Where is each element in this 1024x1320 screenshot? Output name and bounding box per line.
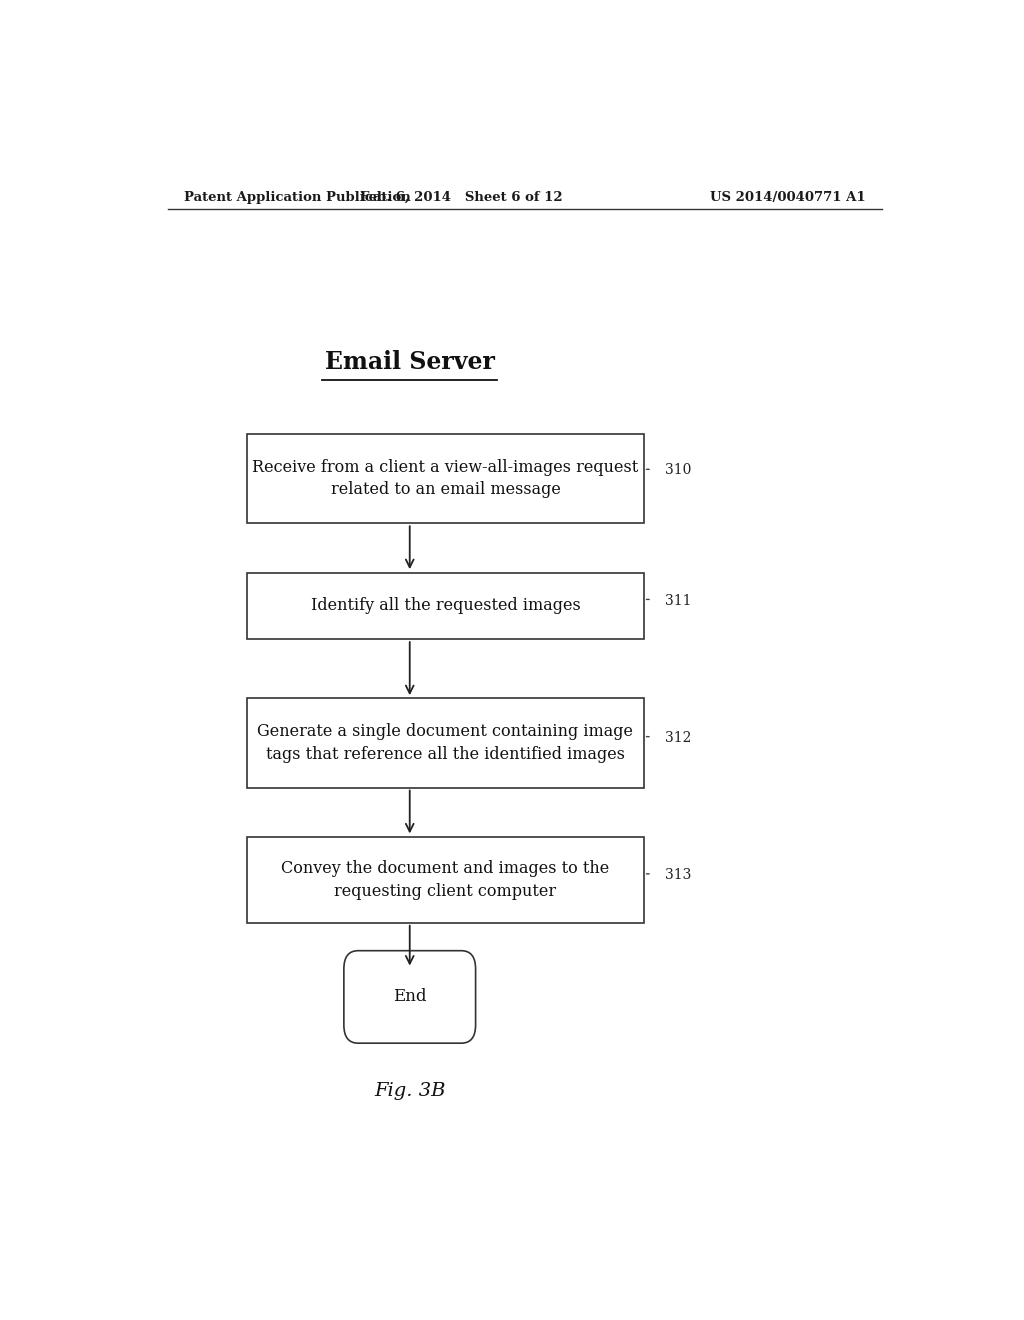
Text: 310: 310	[666, 463, 691, 478]
Text: 313: 313	[666, 869, 691, 882]
FancyBboxPatch shape	[247, 837, 644, 923]
FancyBboxPatch shape	[247, 698, 644, 788]
Text: 311: 311	[666, 594, 692, 607]
Text: Convey the document and images to the
requesting client computer: Convey the document and images to the re…	[282, 861, 609, 900]
Text: Fig. 3B: Fig. 3B	[374, 1082, 445, 1101]
Text: Feb. 6, 2014   Sheet 6 of 12: Feb. 6, 2014 Sheet 6 of 12	[360, 190, 562, 203]
Text: Patent Application Publication: Patent Application Publication	[183, 190, 411, 203]
FancyBboxPatch shape	[247, 434, 644, 523]
Text: Email Server: Email Server	[325, 350, 495, 374]
Text: End: End	[393, 989, 426, 1006]
Text: Identify all the requested images: Identify all the requested images	[310, 597, 581, 614]
FancyBboxPatch shape	[247, 573, 644, 639]
Text: Generate a single document containing image
tags that reference all the identifi: Generate a single document containing im…	[257, 723, 634, 763]
FancyBboxPatch shape	[344, 950, 475, 1043]
Text: US 2014/0040771 A1: US 2014/0040771 A1	[711, 190, 866, 203]
Text: Receive from a client a view-all-images request
related to an email message: Receive from a client a view-all-images …	[252, 458, 639, 499]
Text: 312: 312	[666, 731, 691, 744]
